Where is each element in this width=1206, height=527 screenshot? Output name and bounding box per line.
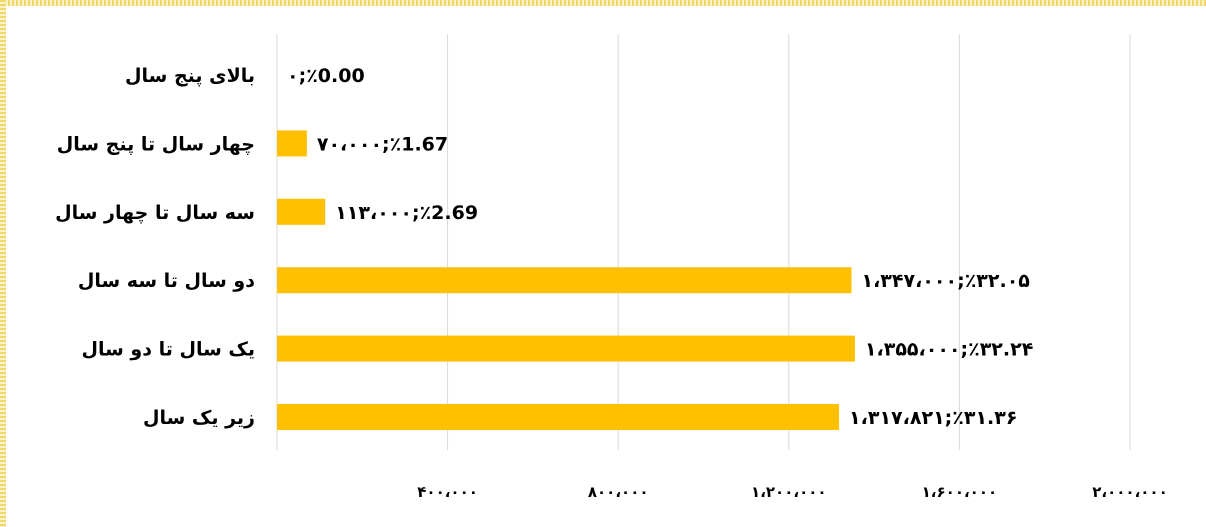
gridlines (276, 34, 1131, 450)
frame-border-left (0, 0, 6, 527)
data-label: ۱۱۳،۰۰۰;٪2.69 (335, 202, 478, 224)
data-label: ۰;٪0.00 (287, 65, 365, 87)
data-label: ۱،۳۴۷،۰۰۰;٪۳۲.۰۵ (861, 270, 1030, 292)
bar (277, 130, 307, 157)
x-axis-tick-labels: ۴۰۰،۰۰۰ ۸۰۰،۰۰۰ ۱،۲۰۰،۰۰۰ ۱،۶۰۰،۰۰۰ ۲،۰۰۰،۰۰… (417, 483, 1167, 501)
tick-label: ۸۰۰،۰۰۰ (588, 483, 649, 501)
category-label: یک سال تا دو سال (82, 339, 256, 361)
tick-label: ۲،۰۰۰،۰۰۰ (1092, 483, 1167, 501)
category-label: چهار سال تا پنج سال (57, 133, 255, 155)
tick-label: ۱،۲۰۰،۰۰۰ (751, 483, 826, 501)
category-labels: زیر یک سال یک سال تا دو سال دو سال تا سه س… (55, 65, 255, 429)
tick-label: ۱،۶۰۰،۰۰۰ (922, 483, 997, 501)
bars (277, 130, 855, 430)
category-label: سه سال تا چهار سال (55, 202, 255, 224)
bar (277, 267, 852, 294)
category-label: بالای پنج سال (125, 65, 255, 87)
tick-label: ۴۰۰،۰۰۰ (417, 483, 478, 501)
frame-border-top (0, 0, 1206, 6)
data-labels: ۱،۳۱۷،۸۲۱;٪۳۱.۳۶ ۱،۳۵۵،۰۰۰;٪۳۲.۲۴ ۱،۳۴۷،۰۰… (287, 65, 1033, 429)
category-label: دو سال تا سه سال (78, 270, 255, 292)
category-label: زیر یک سال (143, 407, 255, 429)
data-label: ۱،۳۱۷،۸۲۱;٪۳۱.۳۶ (849, 407, 1017, 429)
data-label: ۱،۳۵۵،۰۰۰;٪۳۲.۲۴ (865, 339, 1033, 361)
bar (277, 404, 840, 430)
bar (277, 335, 855, 362)
data-label: ۷۰،۰۰۰;٪1.67 (317, 133, 448, 155)
bar (277, 198, 326, 225)
